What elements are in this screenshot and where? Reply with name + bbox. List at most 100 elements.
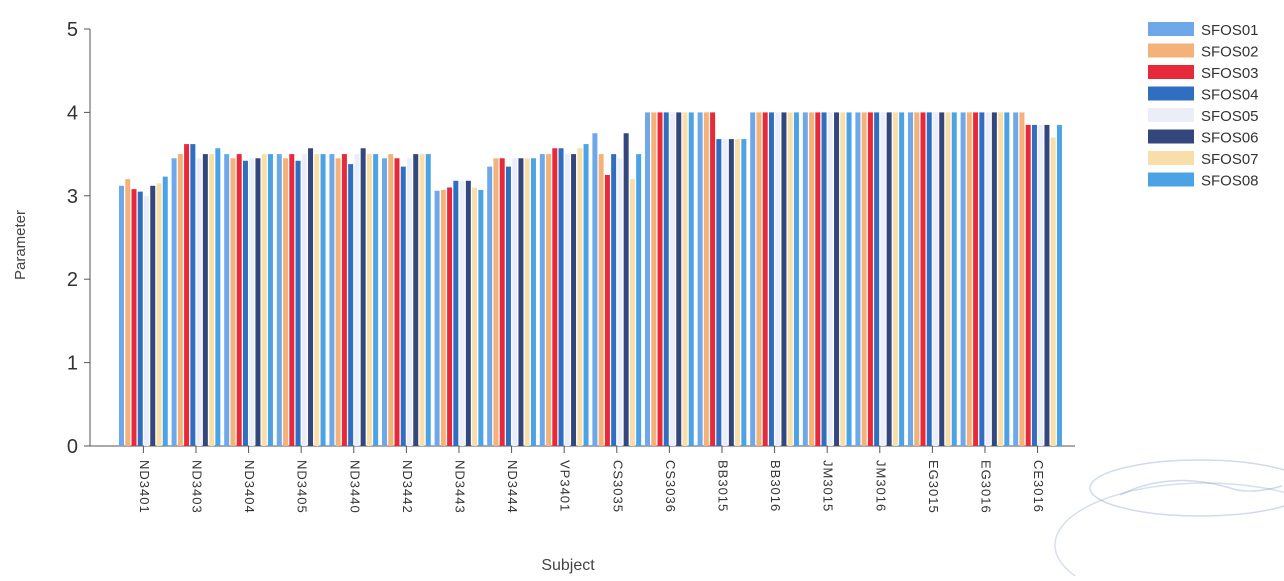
bar-sfos07-eg3015: [945, 112, 951, 447]
bar-sfos04-nd3440: [348, 164, 354, 447]
bar-sfos03-nd3405: [289, 154, 295, 446]
bar-sfos08-nd3405: [320, 154, 326, 446]
bar-sfos08-nd3403: [215, 148, 221, 446]
bar-sfos01-jm3015: [802, 112, 808, 447]
bar-sfos01-nd3443: [434, 190, 440, 446]
bar-sfos08-nd3440: [373, 154, 379, 446]
bar-sfos07-cs3035: [629, 179, 635, 446]
bar-sfos02-eg3016: [966, 112, 972, 447]
legend-label-sfos04: SFOS04: [1201, 87, 1259, 104]
bar-sfos04-cs3035: [611, 154, 617, 446]
bar-sfos01-bb3015: [697, 112, 703, 447]
x-tick-label: ND3440: [347, 460, 362, 514]
bar-sfos04-nd3405: [295, 160, 301, 446]
bar-sfos02-cs3035: [598, 154, 604, 446]
bar-sfos05-bb3015: [722, 139, 728, 446]
bar-sfos05-cs3036: [670, 112, 675, 447]
bar-sfos06-ce3016: [1044, 124, 1050, 446]
bar-sfos06-cs3035: [623, 133, 629, 446]
legend-swatch-sfos01: [1148, 22, 1194, 36]
bar-sfos03-ce3016: [1025, 124, 1031, 446]
bar-sfos04-cs3036: [663, 112, 669, 447]
legend-label-sfos02: SFOS02: [1201, 44, 1259, 61]
bar-sfos07-vp3401: [577, 148, 583, 446]
x-tick-label: ND3442: [400, 460, 415, 514]
bar-sfos08-cs3035: [636, 154, 642, 446]
y-tick-label: 4: [67, 102, 78, 124]
bar-sfos08-vp3401: [583, 144, 589, 446]
bar-sfos04-eg3015: [926, 112, 932, 447]
bar-sfos06-nd3444: [518, 158, 524, 446]
bar-sfos05-ce3016: [1038, 124, 1044, 446]
bar-sfos04-eg3016: [979, 112, 985, 447]
bar-sfos06-vp3401: [571, 154, 577, 446]
y-tick-label: 2: [67, 269, 78, 291]
x-tick-label: CE3016: [1031, 460, 1046, 513]
bar-sfos04-nd3403: [190, 144, 196, 446]
bar-sfos07-jm3016: [892, 112, 898, 447]
x-tick-label: EG3016: [979, 460, 994, 514]
bar-sfos03-nd3401: [131, 189, 137, 446]
legend-label-sfos03: SFOS03: [1201, 65, 1259, 82]
bar-sfos05-nd3444: [512, 158, 518, 446]
bar-sfos07-jm3015: [840, 112, 846, 447]
bar-sfos05-cs3035: [617, 158, 623, 446]
bar-sfos07-nd3403: [209, 154, 215, 446]
bars: [119, 112, 1062, 447]
bar-sfos03-vp3401: [552, 148, 558, 446]
bar-sfos04-vp3401: [558, 148, 564, 446]
bar-sfos05-nd3442: [407, 158, 412, 446]
bar-sfos03-bb3015: [710, 112, 716, 447]
bar-sfos08-jm3016: [899, 112, 905, 447]
bar-sfos03-nd3442: [394, 158, 400, 446]
bar-sfos02-nd3442: [388, 154, 394, 446]
bar-sfos05-vp3401: [564, 154, 570, 446]
bar-sfos05-eg3016: [985, 112, 991, 447]
bar-sfos01-eg3015: [908, 112, 913, 447]
bar-sfos05-nd3404: [249, 158, 255, 446]
labels: 0 1 2 3 4 5 ND3401 ND3403 ND3404 ND3405 ND3440 ND34…: [12, 19, 1046, 574]
bar-sfos02-ce3016: [1019, 112, 1025, 447]
bar-sfos07-bb3015: [735, 139, 741, 446]
x-tick-label: ND3443: [453, 460, 468, 514]
bar-sfos05-nd3401: [144, 195, 149, 446]
bar-sfos08-nd3444: [530, 158, 536, 446]
bar-sfos08-ce3016: [1056, 124, 1062, 446]
bar-sfos02-nd3444: [493, 158, 499, 446]
bar-sfos07-cs3036: [682, 112, 688, 447]
bar-sfos06-eg3015: [939, 112, 945, 447]
y-tick-label: 5: [67, 19, 78, 41]
bar-sfos01-nd3405: [276, 154, 282, 446]
bar-sfos08-bb3015: [741, 139, 747, 446]
x-tick-label: JM3015: [821, 460, 836, 512]
bar-sfos01-bb3016: [750, 112, 756, 447]
bar-sfos02-nd3401: [125, 179, 131, 446]
bar-sfos04-jm3016: [874, 112, 880, 447]
bar-sfos08-jm3015: [846, 112, 852, 447]
bar-sfos08-nd3443: [478, 189, 484, 446]
y-axis-title: Parameter: [12, 210, 29, 280]
bar-sfos07-nd3405: [314, 154, 320, 446]
bar-sfos06-cs3036: [676, 112, 682, 447]
bar-sfos06-bb3016: [781, 112, 787, 447]
bar-sfos07-nd3442: [419, 154, 425, 446]
y-tick-label: 3: [67, 186, 78, 208]
bar-sfos08-bb3016: [793, 112, 799, 447]
legend-swatch-sfos07: [1148, 151, 1194, 165]
bar-sfos01-nd3401: [119, 185, 124, 447]
bar-sfos01-nd3403: [171, 158, 177, 446]
bar-sfos05-nd3440: [354, 154, 360, 446]
bar-sfos02-jm3016: [861, 112, 867, 447]
x-axis-title: Subject: [541, 557, 595, 574]
bar-sfos06-nd3401: [150, 185, 156, 447]
bar-sfos03-nd3404: [236, 154, 242, 446]
bar-sfos05-bb3016: [775, 112, 781, 447]
bar-sfos07-nd3440: [366, 154, 372, 446]
x-tick-label: ND3405: [295, 460, 310, 514]
bar-sfos03-cs3036: [657, 112, 663, 447]
stamp-signature-stroke: [1119, 479, 1283, 496]
bar-sfos02-nd3440: [335, 158, 341, 446]
x-tick-label: EG3015: [926, 460, 941, 514]
bar-sfos07-ce3016: [1050, 137, 1056, 447]
